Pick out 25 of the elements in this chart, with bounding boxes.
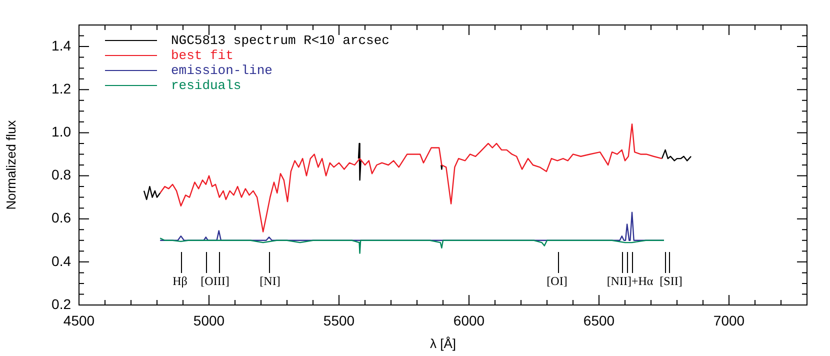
annotation: [OIII]	[200, 274, 230, 289]
x-axis-title: λ [Å]	[430, 336, 456, 351]
y-tick-label: 0.6	[52, 210, 72, 226]
y-tick-label: 0.4	[52, 252, 72, 269]
x-tick-label: 5500	[323, 312, 355, 328]
x-tick-label: 6500	[583, 312, 615, 328]
x-tick-label: 5000	[193, 312, 225, 328]
y-axis-title: Normalized flux	[3, 120, 18, 210]
y-tick-label: 1.0	[52, 124, 72, 140]
x-tick-label: 4500	[63, 312, 95, 328]
legend-label: residuals	[171, 78, 242, 93]
legend-label: NGC5813 spectrum R<10 arcsec	[171, 33, 390, 48]
legend-label: best fit	[171, 48, 234, 63]
annotation: [NII]+Hα	[606, 274, 654, 289]
y-tick-label: 1.4	[52, 37, 72, 54]
x-tick-label: 6000	[453, 312, 485, 328]
annotation: [SII]	[660, 274, 682, 289]
legend-label: emission-line	[171, 63, 272, 78]
annotation: Hβ	[172, 274, 188, 289]
y-tick-label: 0.8	[52, 166, 72, 183]
annotation: [OI]	[546, 274, 568, 289]
y-tick-label: 0.2	[52, 296, 72, 312]
x-tick-label: 7000	[713, 312, 745, 328]
y-tick-label: 1.2	[52, 80, 72, 96]
annotation: [NI]	[260, 274, 280, 289]
